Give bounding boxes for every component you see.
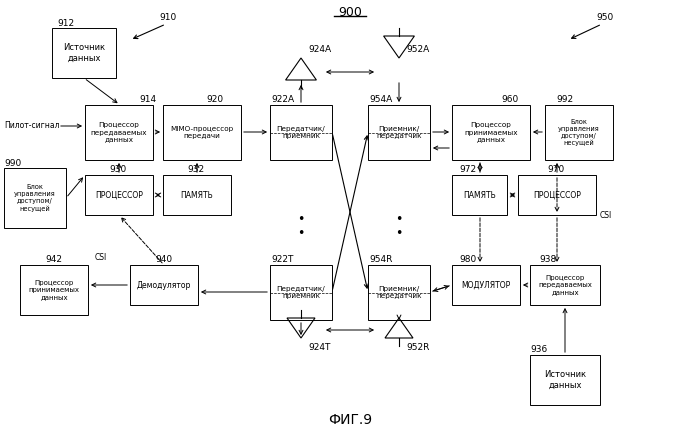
FancyBboxPatch shape <box>20 265 88 315</box>
Text: 938: 938 <box>540 255 557 264</box>
FancyBboxPatch shape <box>518 175 596 215</box>
FancyBboxPatch shape <box>452 175 507 215</box>
FancyBboxPatch shape <box>452 265 520 305</box>
Text: Блок
управления
доступом/
несущей: Блок управления доступом/ несущей <box>14 184 56 212</box>
Text: Приемник/
передатчик: Приемник/ передатчик <box>377 126 421 139</box>
Text: Процессор
принимаемых
данных: Процессор принимаемых данных <box>464 123 518 143</box>
Text: ПАМЯТЬ: ПАМЯТЬ <box>463 191 496 200</box>
Text: 924T: 924T <box>309 343 331 353</box>
FancyBboxPatch shape <box>85 105 153 160</box>
FancyBboxPatch shape <box>368 105 430 160</box>
Text: МОДУЛЯТОР: МОДУЛЯТОР <box>461 280 510 289</box>
Text: 900: 900 <box>338 6 362 19</box>
FancyBboxPatch shape <box>368 265 430 320</box>
Text: •: • <box>298 226 304 239</box>
Text: Пилот-сигнал: Пилот-сигнал <box>4 121 60 130</box>
FancyBboxPatch shape <box>130 265 198 305</box>
Text: MIMO-процессор
передачи: MIMO-процессор передачи <box>170 126 234 139</box>
Text: 932: 932 <box>188 165 204 175</box>
Text: Источник
данных: Источник данных <box>63 43 105 63</box>
FancyBboxPatch shape <box>52 28 116 78</box>
Text: ПРОЦЕССОР: ПРОЦЕССОР <box>95 191 143 200</box>
Text: Источник
данных: Источник данных <box>544 370 586 390</box>
Text: Блок
управления
доступом/
несущей: Блок управления доступом/ несущей <box>558 119 600 146</box>
FancyBboxPatch shape <box>545 105 613 160</box>
Text: 930: 930 <box>109 165 127 175</box>
Text: •: • <box>298 213 304 226</box>
Text: Приемник/
передатчик: Приемник/ передатчик <box>377 286 421 299</box>
Text: 912: 912 <box>57 19 75 28</box>
Text: 952R: 952R <box>406 343 430 353</box>
FancyBboxPatch shape <box>270 105 332 160</box>
Text: 952A: 952A <box>407 45 430 54</box>
FancyBboxPatch shape <box>4 168 66 228</box>
FancyBboxPatch shape <box>452 105 530 160</box>
Text: 942: 942 <box>46 255 62 264</box>
Text: 992: 992 <box>556 95 573 105</box>
FancyBboxPatch shape <box>85 175 153 215</box>
Text: Процессор
передаваемых
данных: Процессор передаваемых данных <box>538 275 592 295</box>
Text: 980: 980 <box>459 255 477 264</box>
FancyBboxPatch shape <box>163 175 231 215</box>
Text: 924A: 924A <box>309 45 332 54</box>
Text: ФИГ.9: ФИГ.9 <box>328 413 372 427</box>
Text: 970: 970 <box>547 165 565 175</box>
Text: •: • <box>395 213 402 226</box>
Text: 922T: 922T <box>272 255 294 264</box>
FancyBboxPatch shape <box>530 355 600 405</box>
Text: 920: 920 <box>206 95 223 105</box>
FancyBboxPatch shape <box>270 265 332 320</box>
Text: 954A: 954A <box>370 95 393 105</box>
Text: ПРОЦЕССОР: ПРОЦЕССОР <box>533 191 581 200</box>
Text: 910: 910 <box>160 13 176 22</box>
Text: 914: 914 <box>139 95 157 105</box>
Text: 936: 936 <box>530 346 547 355</box>
Text: •: • <box>395 226 402 239</box>
Text: 940: 940 <box>155 255 173 264</box>
FancyBboxPatch shape <box>163 105 241 160</box>
Text: Процессор
принимаемых
данных: Процессор принимаемых данных <box>29 280 80 300</box>
FancyBboxPatch shape <box>530 265 600 305</box>
Text: 990: 990 <box>4 159 21 168</box>
Text: CSI: CSI <box>600 212 612 220</box>
Text: 960: 960 <box>501 95 519 105</box>
Text: 954R: 954R <box>370 255 393 264</box>
Text: Передатчик/
приемник: Передатчик/ приемник <box>276 286 326 299</box>
Text: 922A: 922A <box>272 95 295 105</box>
Text: Демодулятор: Демодулятор <box>136 280 191 289</box>
Text: 950: 950 <box>596 13 614 22</box>
Text: CSI: CSI <box>95 252 107 261</box>
Text: 972: 972 <box>459 165 477 175</box>
Text: Процессор
передаваемых
данных: Процессор передаваемых данных <box>91 123 147 143</box>
Text: ПАМЯТЬ: ПАМЯТЬ <box>181 191 214 200</box>
Text: Передатчик/
приемник: Передатчик/ приемник <box>276 126 326 139</box>
